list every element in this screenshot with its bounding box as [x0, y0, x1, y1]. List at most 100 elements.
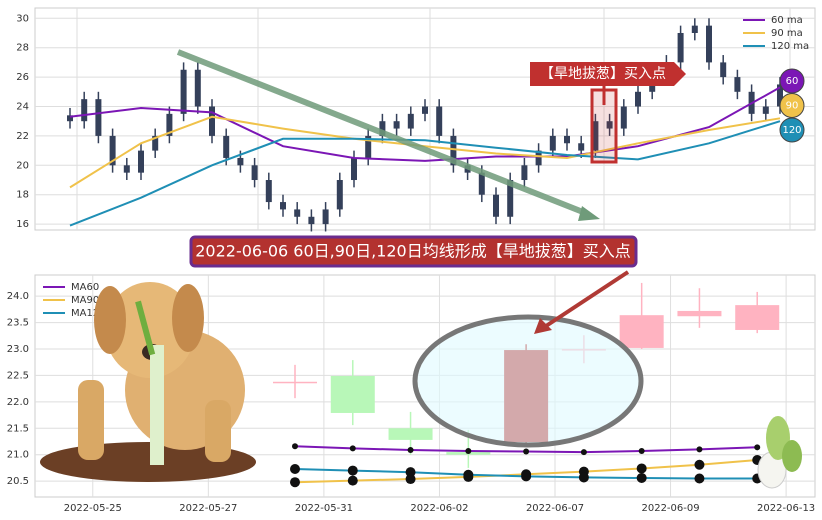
candle-body [493, 194, 499, 217]
candle-body [273, 381, 317, 384]
candle-body [265, 180, 272, 203]
candle-body [635, 91, 641, 107]
candle-body [237, 157, 244, 166]
candle-body [67, 115, 73, 122]
y-tick-label: 30 [16, 13, 29, 24]
x-tick-label: 2022-05-25 [64, 503, 122, 514]
legend-label: MA60 [71, 282, 99, 293]
candle-body [407, 113, 414, 129]
candle-body [735, 305, 780, 330]
ma-dot [636, 463, 647, 474]
ma-dot [463, 469, 474, 480]
ma-dot [694, 459, 705, 470]
ma-dot [290, 477, 300, 488]
candle-body [180, 69, 187, 114]
candle-body [379, 121, 386, 136]
ma-dot [290, 463, 300, 474]
trend-arrow [176, 49, 600, 221]
candle-body [734, 77, 741, 92]
candle-body [109, 135, 116, 166]
legend-label: 60 ma [771, 15, 803, 26]
ma-dot [405, 474, 416, 485]
candle-body [336, 180, 343, 210]
candle-body [578, 143, 585, 151]
candle-body [720, 62, 727, 78]
candle-body [138, 150, 144, 173]
candle-body [152, 135, 159, 151]
candle-body [422, 106, 428, 114]
badge-label: 60 [786, 76, 799, 87]
candle-body [620, 106, 627, 129]
candle-body [521, 165, 528, 181]
candle-body [677, 310, 722, 317]
ma-dot [407, 446, 414, 453]
ma-dot [349, 445, 356, 452]
ma-dot [292, 443, 298, 450]
candle-body [478, 172, 485, 195]
x-tick-label: 2022-05-27 [179, 503, 237, 514]
candle-body [95, 99, 102, 136]
candle-body [365, 135, 372, 158]
ma-dot [521, 471, 532, 482]
candle-body [251, 165, 258, 181]
y-tick-label: 28 [16, 43, 29, 54]
ma-dot [347, 475, 358, 486]
y-tick-label: 24 [16, 102, 29, 113]
leek-illustration [757, 416, 802, 489]
y-tick-label: 22.0 [7, 397, 29, 408]
ma-line [69, 120, 781, 227]
candle-body [450, 135, 457, 166]
legend-label: MA90 [71, 295, 99, 306]
candle-body [280, 202, 286, 210]
y-tick-label: 26 [16, 72, 29, 83]
ma-dot [347, 465, 358, 476]
candle-body [351, 157, 357, 181]
legend-label: 120 ma [771, 41, 809, 52]
ma-dot [754, 444, 761, 451]
highlight-box [590, 88, 618, 164]
y-tick-label: 21.0 [7, 450, 29, 461]
candle-body [330, 375, 375, 413]
y-tick-label: 16 [16, 219, 29, 230]
candle-body [308, 216, 315, 225]
candle-body [507, 180, 514, 217]
y-tick-label: 18 [16, 190, 29, 201]
chart-title: 2022-06-06 60日,90日,120日均线形成【旱地拔葱】买入点 [195, 242, 631, 261]
ma-dot [694, 473, 705, 484]
top-chart: 16 18 20 22 24 26 28 30 60 ma 90 ma 120 ma 60 90 120 [16, 13, 815, 232]
ma-dot [523, 448, 530, 455]
candle-body [123, 165, 130, 173]
candle-body [592, 121, 599, 151]
candle-body [564, 135, 570, 144]
candle-body [388, 428, 433, 440]
ma-dot [636, 472, 647, 483]
ma-dot [465, 448, 472, 455]
candle-body [777, 84, 783, 107]
y-tick-label: 22.5 [7, 370, 29, 381]
candle-body [223, 135, 230, 158]
highlight-ellipse [412, 314, 644, 448]
candle-body [294, 209, 301, 217]
candle-body [436, 106, 443, 136]
candle-body [535, 150, 542, 166]
ma-dot [405, 467, 416, 478]
pointer-arrow [534, 270, 630, 334]
candle-body [677, 32, 684, 63]
ma-dot [696, 446, 703, 453]
candle-body [606, 121, 613, 129]
badge [779, 117, 805, 143]
x-tick-label: 2022-06-02 [410, 503, 468, 514]
candle-body [322, 209, 329, 225]
ma-dot [578, 472, 589, 483]
candle-body [549, 135, 556, 151]
y-tick-label: 21.5 [7, 423, 29, 434]
title-box [189, 235, 638, 268]
badge-label: 90 [786, 101, 799, 112]
y-tick-label: 23.5 [7, 318, 29, 329]
ma-line [69, 115, 781, 189]
annotation: 【旱地拔葱】买入点 [540, 66, 666, 82]
badge-label: 120 [782, 125, 801, 136]
candle-body [81, 99, 88, 122]
dog-illustration [40, 282, 256, 482]
